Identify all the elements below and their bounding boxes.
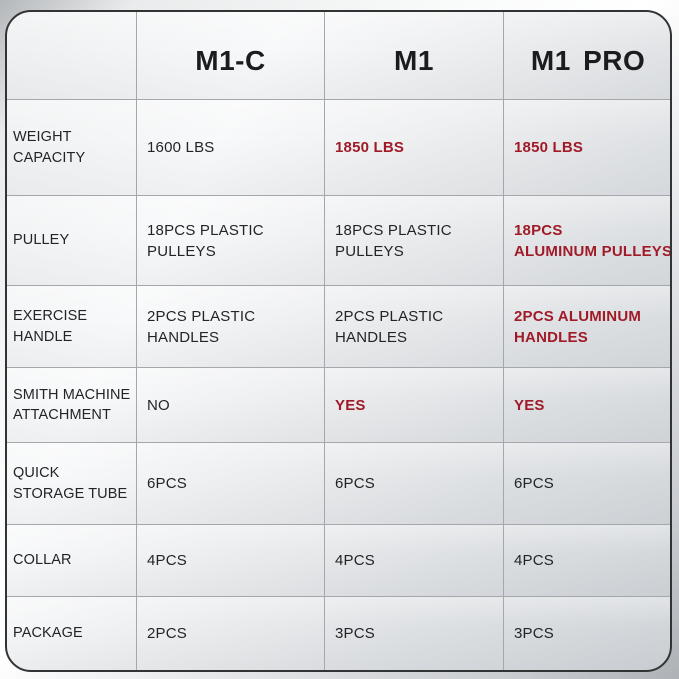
cell-exercise-handle-m1c: 2PCS PLASTIC HANDLES xyxy=(137,286,325,368)
cell-package-m1c: 2PCS xyxy=(137,597,325,670)
cell-pulley-m1c: 18PCS PLASTIC PULLEYS xyxy=(137,196,325,286)
row-label-pulley: PULLEY xyxy=(7,196,137,286)
column-header-m1: M1 xyxy=(325,12,504,100)
cell-quick-storage-m1c: 6PCS xyxy=(137,443,325,525)
cell-smith-machine-m1c: NO xyxy=(137,368,325,443)
row-label-weight-capacity: WEIGHT CAPACITY xyxy=(7,100,137,196)
cell-weight-capacity-m1: 1850 LBS xyxy=(325,100,504,196)
cell-pulley-m1pro: 18PCS ALUMINUM PULLEYS xyxy=(504,196,670,286)
cell-collar-m1: 4PCS xyxy=(325,525,504,597)
cell-collar-m1pro: 4PCS xyxy=(504,525,670,597)
column-header-m1pro: M1 PRO xyxy=(504,12,670,100)
cell-weight-capacity-m1c: 1600 LBS xyxy=(137,100,325,196)
row-label-collar: COLLAR xyxy=(7,525,137,597)
cell-smith-machine-m1pro: YES xyxy=(504,368,670,443)
cell-package-m1: 3PCS xyxy=(325,597,504,670)
cell-pulley-m1: 18PCS PLASTIC PULLEYS xyxy=(325,196,504,286)
cell-collar-m1c: 4PCS xyxy=(137,525,325,597)
row-label-package: PACKAGE xyxy=(7,597,137,670)
cell-quick-storage-m1pro: 6PCS xyxy=(504,443,670,525)
cell-package-m1pro: 3PCS xyxy=(504,597,670,670)
row-label-smith-machine: SMITH MACHINE ATTACHMENT xyxy=(7,368,137,443)
column-header-m1c: M1-C xyxy=(137,12,325,100)
cell-exercise-handle-m1: 2PCS PLASTIC HANDLES xyxy=(325,286,504,368)
cell-smith-machine-m1: YES xyxy=(325,368,504,443)
row-label-exercise-handle: EXERCISE HANDLE xyxy=(7,286,137,368)
comparison-table: M1-C M1 M1 PRO WEIGHT CAPACITY 1600 LBS … xyxy=(5,10,672,672)
row-label-quick-storage-tube: QUICK STORAGE TUBE xyxy=(7,443,137,525)
cell-weight-capacity-m1pro: 1850 LBS xyxy=(504,100,670,196)
cell-exercise-handle-m1pro: 2PCS ALUMINUM HANDLES xyxy=(504,286,670,368)
corner-cell xyxy=(7,12,137,100)
cell-quick-storage-m1: 6PCS xyxy=(325,443,504,525)
